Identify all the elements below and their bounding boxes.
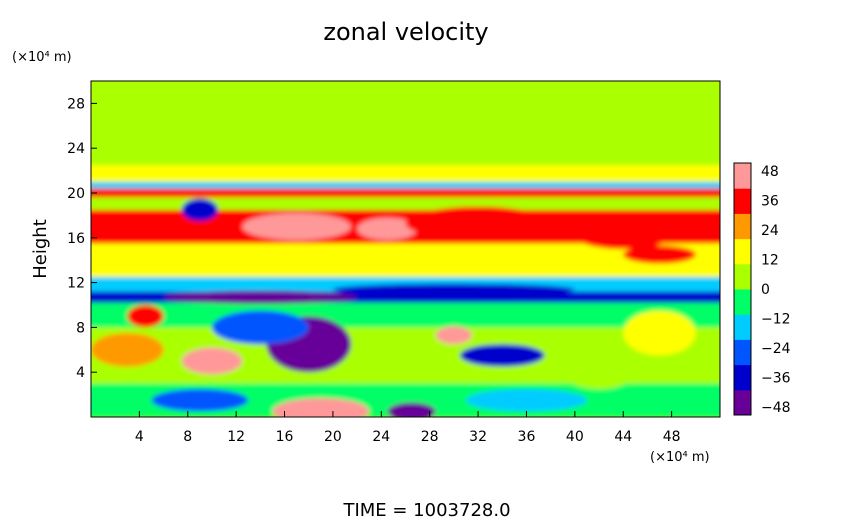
time-footer: TIME = 1003728.0 — [342, 500, 510, 519]
colorbar-tick-label-8: −48 — [761, 400, 791, 416]
heatmap-band-12 — [91, 81, 720, 165]
heatmap-feature-17 — [151, 389, 249, 412]
colorbar-segment-0 — [734, 389, 751, 416]
colorbar-tick-label-5: −12 — [761, 312, 791, 328]
heatmap-feature-4 — [623, 245, 696, 264]
heatmap-feature-12 — [127, 305, 164, 328]
heatmap-band-6 — [91, 243, 720, 266]
x-tick-label-4: 4 — [135, 429, 144, 445]
x-tick-label-44: 44 — [614, 429, 632, 445]
colorbar-segment-7 — [734, 213, 751, 240]
x-tick-label-32: 32 — [469, 429, 487, 445]
y-tick-label-12: 12 — [67, 276, 85, 292]
heatmap-band-3 — [91, 291, 720, 303]
x-axis-ticks: 4 8 12 16 20 24 28 32 36 40 44 48 — [135, 411, 681, 445]
heatmap-band-8 — [91, 197, 720, 210]
colorbar-segment-1 — [734, 364, 751, 391]
heatmap-band-10 — [91, 181, 720, 189]
heatmap-feature-1 — [357, 217, 418, 241]
x-tick-label-16: 16 — [276, 429, 294, 445]
y-axis-label: Height — [30, 219, 51, 279]
colorbar-frame — [733, 162, 752, 416]
x-tick-label-48: 48 — [663, 429, 681, 445]
plot-frame — [90, 80, 721, 418]
heatmap-band-2 — [91, 299, 720, 328]
colorbar-segment-9 — [734, 163, 751, 189]
colorbar-segment-2 — [734, 339, 751, 366]
heatmap-feature-0 — [242, 213, 352, 241]
heatmap-band-11 — [91, 165, 720, 182]
colorbar-tick-label-3: 12 — [761, 253, 779, 269]
x-unit-label: (×10⁴ m) — [650, 450, 710, 465]
heatmap-feature-9 — [211, 310, 309, 345]
colorbar-segment-6 — [734, 238, 751, 265]
heatmap-feature-3 — [574, 222, 672, 249]
colorbar-tick-label-4: 0 — [761, 282, 770, 298]
heatmap-feature-7 — [332, 283, 575, 295]
heatmap-feature-16 — [272, 397, 370, 417]
heatmap-feature-20 — [562, 355, 636, 390]
heatmap-feature-14 — [459, 344, 545, 367]
heatmap-feature-5 — [181, 198, 219, 221]
colorbar-ticks: 48 36 24 12 0 −12 −24 −36 −48 — [761, 164, 791, 416]
colorbar-segment-8 — [734, 188, 751, 214]
x-tick-label-40: 40 — [566, 429, 584, 445]
colorbar-tick-label-2: 24 — [761, 223, 779, 239]
colorbar-tick-label-7: −36 — [761, 371, 791, 387]
colorbar-tick-label-6: −24 — [761, 341, 791, 357]
heatmap-band-5 — [91, 265, 720, 277]
y-tick-label-4: 4 — [76, 365, 85, 381]
y-unit-label: (×10⁴ m) — [12, 50, 72, 65]
colorbar — [733, 162, 752, 416]
chart-title: zonal velocity — [323, 18, 488, 46]
y-tick-label-16: 16 — [67, 231, 85, 247]
y-tick-label-28: 28 — [67, 96, 85, 112]
colorbar-segment-5 — [734, 263, 751, 290]
x-tick-label-24: 24 — [372, 429, 390, 445]
colorbar-tick-label-1: 36 — [761, 194, 779, 210]
colorbar-segment-3 — [734, 314, 751, 340]
heatmap-feature-6 — [163, 290, 358, 304]
heatmap-feature-15 — [387, 402, 436, 417]
x-tick-label-20: 20 — [324, 429, 342, 445]
heatmap-feature-18 — [465, 389, 587, 412]
x-tick-label-36: 36 — [518, 429, 536, 445]
y-tick-label-8: 8 — [76, 320, 85, 336]
heatmap-feature-19 — [623, 310, 696, 356]
colorbar-segment-4 — [734, 289, 751, 315]
x-tick-label-28: 28 — [421, 429, 439, 445]
heatmap-field — [91, 81, 720, 417]
heatmap-band-9 — [91, 188, 720, 198]
heatmap-feature-10 — [181, 347, 243, 375]
heatmap-feature-11 — [91, 333, 164, 367]
y-tick-label-20: 20 — [67, 186, 85, 202]
colorbar-tick-label-0: 48 — [761, 164, 779, 180]
x-tick-label-8: 8 — [183, 429, 192, 445]
x-tick-label-12: 12 — [227, 429, 245, 445]
y-axis-ticks: 4 8 12 16 20 24 28 — [67, 96, 97, 381]
y-tick-label-24: 24 — [67, 141, 85, 157]
heatmap-feature-2 — [405, 206, 551, 241]
heatmap-feature-13 — [435, 326, 473, 345]
